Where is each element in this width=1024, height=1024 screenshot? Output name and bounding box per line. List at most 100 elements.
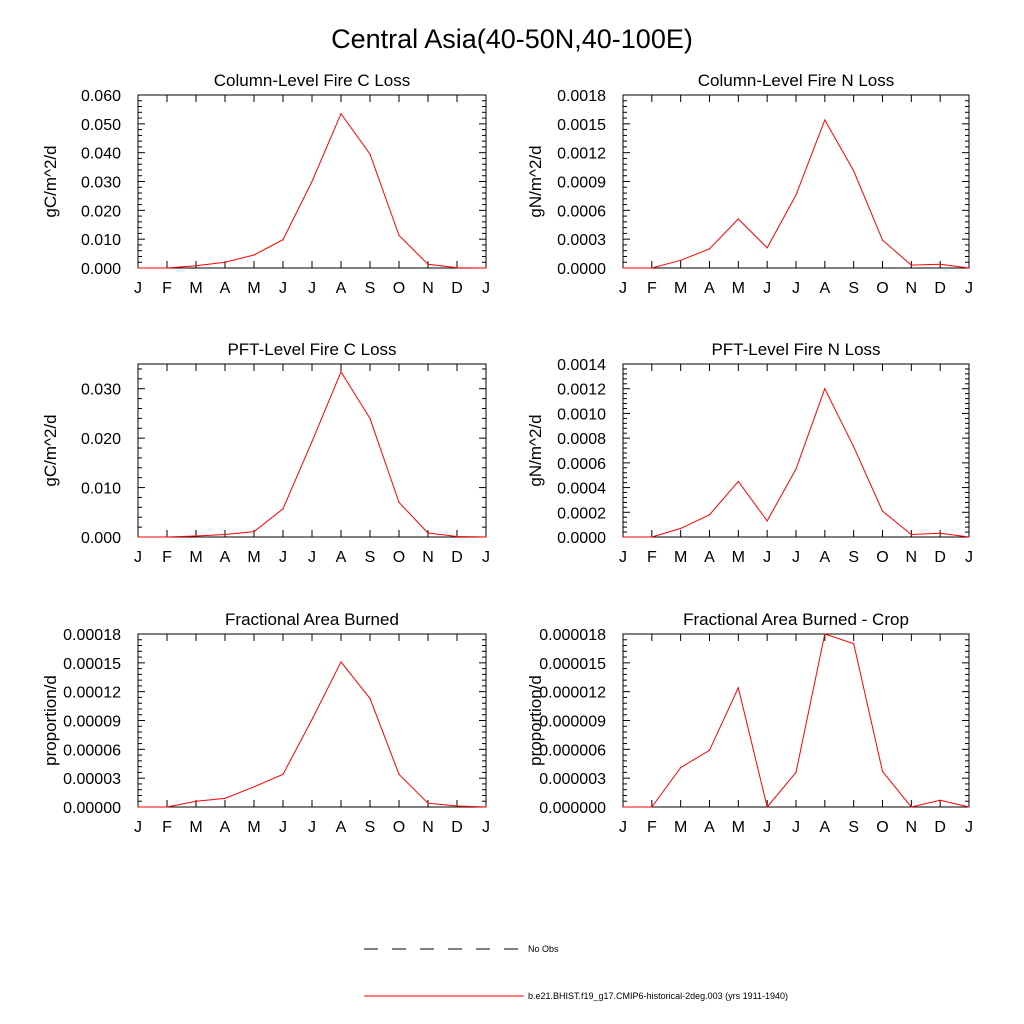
data-point bbox=[166, 267, 168, 269]
x-tick-label: S bbox=[848, 280, 859, 297]
series-line bbox=[138, 660, 487, 808]
data-point bbox=[853, 446, 855, 448]
x-tick-label: F bbox=[162, 819, 172, 836]
x-tick-label: J bbox=[965, 549, 973, 566]
x-tick-label: N bbox=[422, 549, 434, 566]
x-tick-label: J bbox=[965, 819, 973, 836]
data-point bbox=[340, 371, 342, 373]
data-point bbox=[910, 806, 912, 808]
x-tick-label: J bbox=[619, 819, 627, 836]
y-axis-label: proportion/d bbox=[526, 675, 545, 766]
y-axis-label: gC/m^2/d bbox=[41, 414, 60, 486]
panel-title: PFT-Level Fire N Loss bbox=[711, 340, 880, 359]
x-tick-label: J bbox=[619, 549, 627, 566]
y-tick-label: 0.010 bbox=[81, 232, 121, 249]
data-point bbox=[622, 536, 624, 538]
x-tick-label: O bbox=[876, 819, 888, 836]
data-point bbox=[311, 441, 313, 443]
data-point bbox=[224, 261, 226, 263]
panel-6: Fractional Area Burned - Crop proportion/… bbox=[526, 610, 973, 836]
x-tick-label: A bbox=[704, 549, 715, 566]
y-tick-label: 0.00009 bbox=[63, 714, 121, 731]
data-point bbox=[708, 749, 711, 751]
y-tick-label: 0.020 bbox=[81, 431, 121, 448]
x-tick-label: A bbox=[220, 819, 231, 836]
x-tick-label: O bbox=[876, 280, 888, 297]
x-tick-label: D bbox=[451, 549, 463, 566]
x-tick-label: A bbox=[704, 280, 715, 297]
data-point bbox=[968, 536, 970, 538]
data-point bbox=[253, 254, 255, 256]
data-point bbox=[137, 806, 139, 808]
legend: No Obs b.e21.BHIST.f19_g17.CMIP6-historic… bbox=[364, 944, 788, 1001]
panel-title: Fractional Area Burned bbox=[225, 610, 399, 629]
data-point bbox=[737, 687, 739, 689]
y-tick-label: 0.0004 bbox=[557, 481, 606, 498]
data-point bbox=[968, 267, 970, 269]
x-tick-label: D bbox=[934, 280, 946, 297]
y-tick-label: 0.000012 bbox=[539, 685, 606, 702]
x-tick-label: J bbox=[619, 280, 627, 297]
y-tick-label: 0.040 bbox=[81, 146, 121, 163]
x-tick-label: F bbox=[647, 280, 657, 297]
x-tick-label: N bbox=[906, 280, 918, 297]
y-tick-label: 0.00003 bbox=[63, 771, 121, 788]
x-tick-label: M bbox=[674, 280, 687, 297]
series-line bbox=[623, 387, 970, 538]
data-point bbox=[795, 468, 797, 470]
y-tick-label: 0.0009 bbox=[557, 175, 606, 192]
x-tick-label: N bbox=[422, 819, 434, 836]
data-point bbox=[651, 267, 653, 269]
data-point bbox=[195, 535, 197, 537]
data-point bbox=[427, 532, 429, 534]
x-tick-label: J bbox=[763, 819, 771, 836]
x-tick-label: M bbox=[247, 819, 260, 836]
plot-frame bbox=[137, 363, 487, 538]
x-tick-label: M bbox=[189, 280, 202, 297]
x-tick-label: M bbox=[189, 819, 202, 836]
legend-label-model: b.e21.BHIST.f19_g17.CMIP6-historical-2de… bbox=[528, 991, 788, 1001]
data-point bbox=[253, 530, 255, 533]
data-point bbox=[398, 234, 400, 237]
y-tick-label: 0.030 bbox=[81, 175, 121, 192]
data-point bbox=[881, 770, 884, 773]
x-tick-label: D bbox=[451, 819, 463, 836]
x-tick-label: J bbox=[308, 819, 316, 836]
x-tick-label: F bbox=[162, 549, 172, 566]
series-line bbox=[138, 112, 487, 269]
data-point bbox=[456, 535, 458, 538]
data-point bbox=[622, 267, 624, 269]
data-point bbox=[137, 267, 139, 269]
data-point bbox=[369, 153, 371, 155]
y-tick-label: 0.000 bbox=[81, 261, 121, 278]
x-tick-label: J bbox=[482, 819, 490, 836]
data-point bbox=[427, 802, 429, 804]
panel-title: PFT-Level Fire C Loss bbox=[227, 340, 396, 359]
x-tick-label: M bbox=[247, 549, 260, 566]
data-point bbox=[369, 697, 371, 699]
x-tick-label: M bbox=[674, 549, 687, 566]
data-point bbox=[881, 510, 884, 512]
panel-title: Fractional Area Burned - Crop bbox=[683, 610, 909, 629]
data-point bbox=[398, 501, 400, 503]
data-point bbox=[282, 239, 284, 241]
x-tick-label: N bbox=[906, 549, 918, 566]
y-tick-label: 0.0000 bbox=[557, 530, 606, 547]
x-tick-label: F bbox=[647, 549, 657, 566]
x-tick-label: N bbox=[906, 819, 918, 836]
x-tick-label: J bbox=[134, 549, 142, 566]
x-tick-label: S bbox=[848, 819, 859, 836]
x-tick-label: A bbox=[220, 549, 231, 566]
y-axis-label: gC/m^2/d bbox=[41, 145, 60, 217]
series-line bbox=[138, 370, 487, 538]
y-tick-label: 0.000003 bbox=[539, 771, 606, 788]
data-point bbox=[766, 247, 768, 249]
data-point bbox=[166, 806, 168, 808]
panel-title: Column-Level Fire C Loss bbox=[214, 71, 411, 90]
x-tick-label: O bbox=[876, 549, 888, 566]
y-tick-label: 0.0018 bbox=[557, 88, 606, 105]
y-tick-label: 0.000015 bbox=[539, 656, 606, 673]
x-tick-label: J bbox=[792, 280, 800, 297]
data-point bbox=[311, 180, 313, 183]
